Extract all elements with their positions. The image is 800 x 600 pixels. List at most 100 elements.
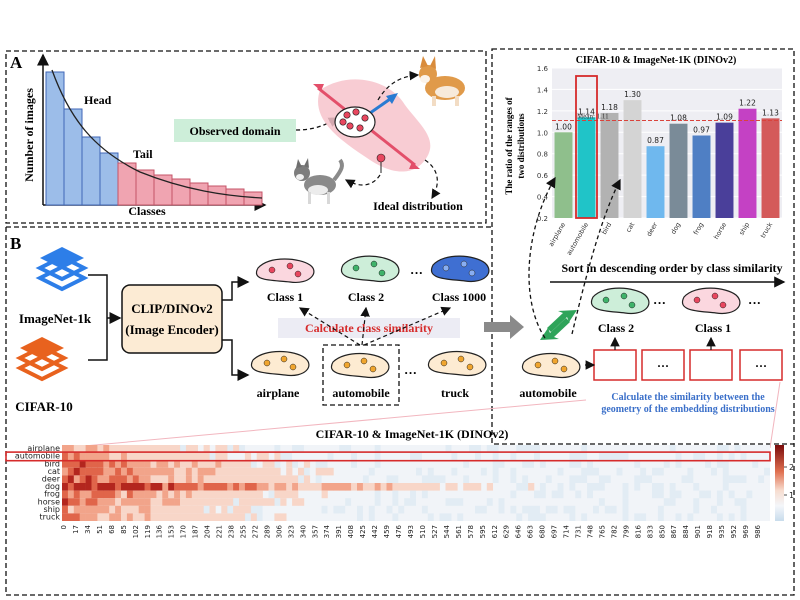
heatmap-cell: [62, 490, 69, 499]
heatmap-cell: [581, 475, 588, 483]
heatmap-cell: [132, 498, 139, 506]
bar-ytick-label: 0.8: [537, 151, 548, 159]
heatmap-cell: [268, 483, 275, 491]
heatmap-cell: [156, 490, 163, 499]
heatmap-row-label: bird: [44, 459, 60, 468]
heatmap-cell: [215, 513, 222, 521]
heatmap-cell: [380, 483, 387, 491]
heatmap-cell: [62, 498, 69, 506]
heatmap-xtick-label: 255: [239, 525, 247, 538]
heatmap-cell: [67, 513, 75, 521]
heatmap-xtick-label: 459: [383, 525, 391, 538]
heatmap-cell: [410, 452, 416, 461]
heatmap-cell: [728, 475, 735, 483]
heatmap-xtick-label: 765: [598, 525, 606, 538]
heatmap-cell: [551, 505, 558, 514]
heatmap-cell: [675, 460, 682, 468]
heatmap-cell: [185, 467, 193, 476]
mean-label: Mean: 1.11: [577, 113, 609, 121]
long-tail-curve: [51, 69, 263, 199]
heatmap-cell: [103, 445, 110, 453]
heatmap-xtick-label: 187: [192, 525, 200, 538]
sorted-class-2-blob: [590, 287, 650, 315]
heatmap-cell: [109, 467, 116, 476]
heatmap-cell: [73, 498, 80, 506]
heatmap-cell: [180, 513, 187, 521]
heatmap-xtick-label: 782: [610, 525, 618, 538]
heatmap-cell: [722, 467, 729, 476]
heatmap-cell: [67, 475, 75, 483]
heatmap-cell: [221, 505, 228, 514]
heatmap-cell: [516, 513, 523, 521]
heatmap-xtick-label: 357: [311, 525, 319, 538]
heatmap-cell: [445, 498, 452, 506]
heatmap-cell: [67, 467, 75, 476]
heatmap-cell: [168, 505, 175, 514]
heatmap-cell: [162, 513, 169, 521]
heatmap-cell: [126, 505, 134, 514]
heatmap-cell: [286, 460, 293, 468]
heatmap-cell: [239, 467, 246, 476]
heatmap-cell: [528, 445, 534, 453]
heatmap-cell: [215, 452, 222, 461]
heatmap-cell: [598, 475, 605, 483]
bar-frog: [692, 135, 711, 218]
heatmap-cell: [705, 460, 711, 468]
heatmap-cell: [386, 475, 393, 483]
heatmap-cell: [557, 483, 564, 491]
heatmap-cell: [150, 505, 157, 514]
heatmap-xtick-label: 867: [670, 525, 678, 538]
heatmap-cell: [256, 483, 263, 491]
heatmap-cell: [121, 475, 128, 483]
bar-xtick-label: airplane: [547, 221, 567, 248]
heatmap-cell: [168, 498, 175, 506]
bar-ytick-label: 1.0: [537, 129, 548, 137]
heatmap-title: CIFAR-10 & ImageNet-1K (DINOv2): [316, 427, 509, 441]
heatmap-xtick-label: 425: [359, 525, 367, 538]
heatmap-cell: [657, 513, 664, 521]
heatmap-cell: [256, 467, 263, 476]
heatmap-cell: [534, 452, 540, 461]
heatmap-cell: [79, 475, 86, 483]
heatmap-cell: [150, 475, 157, 483]
heatmap-cell: [528, 505, 534, 514]
ellipsis-3: ···: [653, 295, 666, 310]
heatmap-cell: [97, 498, 104, 506]
heatmap-cell: [185, 513, 193, 521]
heatmap-cell: [711, 505, 717, 514]
heatmap-cell: [722, 483, 729, 491]
heatmap-cell: [233, 505, 240, 514]
panel-a-letter: A: [10, 53, 23, 72]
heatmap-cell: [191, 505, 198, 514]
bar-ytick-label: 1.4: [537, 86, 549, 94]
heatmap-xtick-label: 221: [216, 525, 224, 538]
geometry-label-2: geometry of the embedding distributions: [601, 404, 774, 415]
heatmap-cell: [244, 452, 252, 461]
heatmap-cell: [67, 460, 75, 468]
heatmap-cell: [132, 505, 139, 514]
heatmap-cell: [569, 505, 576, 514]
heatmap-cell: [274, 475, 281, 483]
heatmap-cell: [581, 513, 588, 521]
heatmap-cell: [681, 475, 688, 483]
heatmap-cell: [303, 483, 311, 491]
heatmap-cell: [209, 475, 216, 483]
heatmap-cell: [221, 513, 228, 521]
heatmap-cell: [221, 445, 228, 453]
bar-ytick-label: 0.4: [537, 194, 549, 202]
heatmap-cell: [239, 475, 246, 483]
heatmap-xtick-label: 561: [455, 525, 463, 538]
heatmap-cell: [622, 452, 629, 461]
heatmap-cell: [156, 475, 163, 483]
heatmap-cell: [79, 452, 86, 461]
heatmap: CIFAR-10 & ImageNet-1K (DINOv2) airplane…: [5, 427, 794, 538]
heatmap-cell: [174, 505, 181, 514]
heatmap-cell: [244, 490, 252, 499]
heatmap-cell: [250, 483, 257, 491]
bar-value-label: 1.14: [578, 107, 595, 116]
heatmap-cell: [144, 498, 151, 506]
heatmap-cell: [669, 483, 676, 491]
heatmap-cell: [103, 467, 110, 476]
heatmap-cell: [109, 513, 116, 521]
heatmap-cell: [604, 475, 611, 483]
